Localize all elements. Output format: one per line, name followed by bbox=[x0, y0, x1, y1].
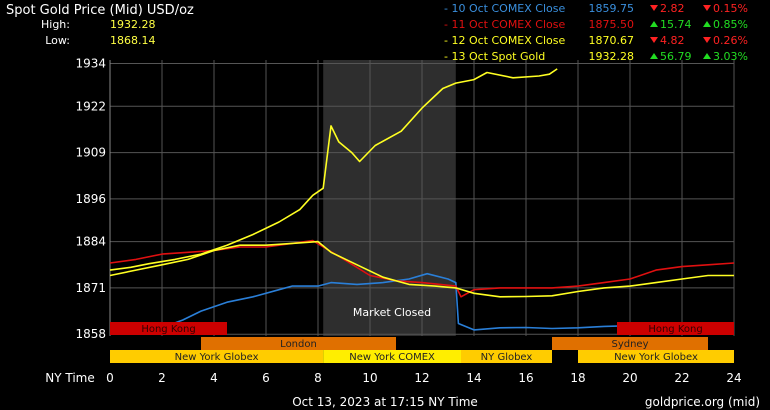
legend-label: - 11 Oct COMEX Close bbox=[444, 18, 565, 31]
arrow-down-icon bbox=[650, 5, 658, 11]
arrow-down-icon bbox=[703, 37, 711, 43]
footer-timestamp: Oct 13, 2023 at 17:15 NY Time bbox=[292, 395, 478, 409]
session-label: New York Globex bbox=[175, 352, 259, 363]
high-value: 1932.28 bbox=[110, 18, 156, 31]
legend: - 10 Oct COMEX Close 1859.75 2.82 0.15% - 11… bbox=[444, 2, 748, 63]
y-tick-label: 1896 bbox=[75, 192, 106, 206]
legend-label: - 13 Oct Spot Gold bbox=[444, 50, 545, 63]
x-axis-title: NY Time bbox=[45, 371, 95, 385]
session-label: Hong Kong bbox=[141, 324, 195, 335]
legend-price: 1932.28 bbox=[589, 50, 635, 63]
x-tick-label: 12 bbox=[414, 371, 429, 385]
arrow-up-icon bbox=[650, 21, 658, 27]
legend-label: - 10 Oct COMEX Close bbox=[444, 2, 565, 15]
arrow-up-icon bbox=[703, 53, 711, 59]
session-label: New York Globex bbox=[614, 352, 698, 363]
arrow-down-icon bbox=[650, 37, 658, 43]
y-tick-label: 1871 bbox=[75, 281, 106, 295]
market-closed-area bbox=[323, 60, 456, 336]
x-axis: 0 2 4 6 8 10 12 14 16 18 20 22 24 bbox=[106, 371, 741, 385]
legend-price: 1875.50 bbox=[589, 18, 635, 31]
grid bbox=[110, 60, 734, 336]
legend-change: 15.74 bbox=[660, 18, 692, 31]
x-tick-label: 14 bbox=[466, 371, 481, 385]
legend-change: 2.82 bbox=[660, 2, 685, 15]
x-tick-label: 8 bbox=[314, 371, 322, 385]
market-closed-band bbox=[323, 60, 456, 336]
x-tick-label: 22 bbox=[674, 371, 689, 385]
high-label: High: bbox=[41, 18, 70, 31]
legend-pct: 0.26% bbox=[713, 34, 748, 47]
legend-pct: 0.15% bbox=[713, 2, 748, 15]
x-tick-label: 20 bbox=[622, 371, 637, 385]
low-label: Low: bbox=[45, 34, 70, 47]
x-tick-label: 6 bbox=[262, 371, 270, 385]
legend-pct: 3.03% bbox=[713, 50, 748, 63]
session-label: Sydney bbox=[611, 339, 648, 350]
arrow-up-icon bbox=[703, 21, 711, 27]
x-tick-label: 24 bbox=[726, 371, 741, 385]
arrow-down-icon bbox=[703, 5, 711, 11]
footer-source: goldprice.org (mid) bbox=[645, 395, 760, 409]
legend-label: - 12 Oct COMEX Close bbox=[444, 34, 565, 47]
x-tick-label: 4 bbox=[210, 371, 218, 385]
session-label: Hong Kong bbox=[648, 324, 702, 335]
y-tick-label: 1884 bbox=[75, 235, 106, 249]
session-label: NY Globex bbox=[481, 352, 533, 363]
legend-change: 56.79 bbox=[660, 50, 692, 63]
x-tick-label: 2 bbox=[158, 371, 166, 385]
x-tick-label: 16 bbox=[518, 371, 533, 385]
legend-pct: 0.85% bbox=[713, 18, 748, 31]
y-axis: 1858 1871 1884 1896 1909 1922 1934 bbox=[75, 57, 106, 342]
x-tick-label: 0 bbox=[106, 371, 114, 385]
low-value: 1868.14 bbox=[110, 34, 156, 47]
legend-change: 4.82 bbox=[660, 34, 685, 47]
legend-price: 1859.75 bbox=[589, 2, 635, 15]
legend-price: 1870.67 bbox=[589, 34, 635, 47]
market-closed-label: Market Closed bbox=[353, 306, 431, 319]
x-tick-label: 18 bbox=[570, 371, 585, 385]
y-tick-label: 1922 bbox=[75, 99, 106, 113]
arrow-up-icon bbox=[650, 53, 658, 59]
x-tick-label: 10 bbox=[362, 371, 377, 385]
session-label: New York COMEX bbox=[349, 352, 435, 363]
y-tick-label: 1858 bbox=[75, 327, 106, 341]
y-tick-label: 1909 bbox=[75, 146, 106, 160]
chart-title: Spot Gold Price (Mid) USD/oz bbox=[6, 3, 194, 18]
session-label: London bbox=[280, 339, 317, 350]
y-tick-label: 1934 bbox=[75, 57, 106, 71]
